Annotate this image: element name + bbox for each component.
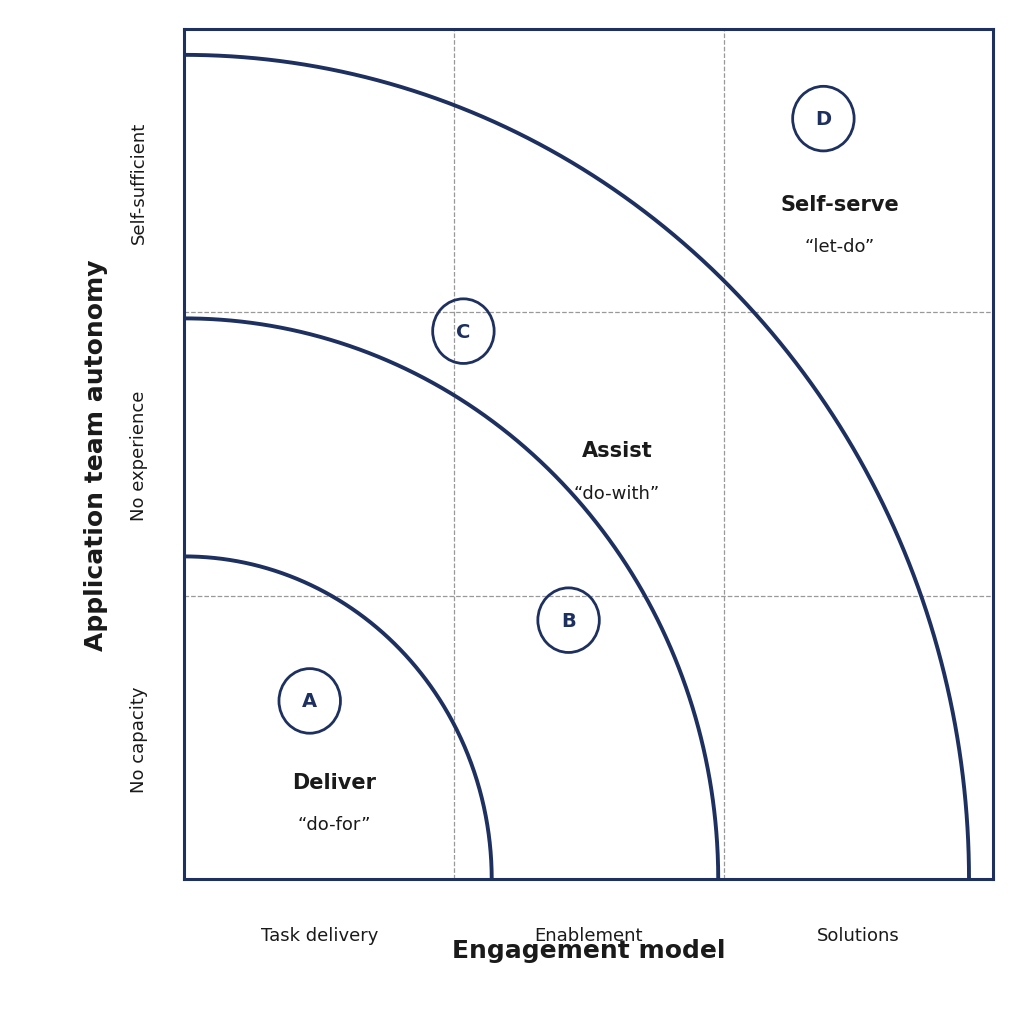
Text: D: D bbox=[815, 110, 831, 129]
X-axis label: Engagement model: Engagement model bbox=[452, 938, 726, 961]
Text: “let-do”: “let-do” bbox=[805, 238, 874, 256]
Text: Solutions: Solutions bbox=[817, 926, 899, 944]
Y-axis label: Application team autonomy: Application team autonomy bbox=[84, 260, 108, 650]
Text: Enablement: Enablement bbox=[535, 926, 643, 944]
Text: Self-serve: Self-serve bbox=[780, 194, 899, 214]
Text: No experience: No experience bbox=[130, 390, 147, 520]
Text: Assist: Assist bbox=[582, 441, 652, 461]
Text: “do-for”: “do-for” bbox=[297, 816, 371, 833]
Text: Deliver: Deliver bbox=[292, 772, 376, 792]
Text: A: A bbox=[302, 692, 317, 711]
Text: Self-sufficient: Self-sufficient bbox=[130, 122, 147, 245]
Text: “do-with”: “do-with” bbox=[574, 484, 660, 502]
Text: No capacity: No capacity bbox=[130, 686, 147, 793]
Text: Task delivery: Task delivery bbox=[261, 926, 378, 944]
Text: B: B bbox=[561, 611, 575, 630]
Text: C: C bbox=[457, 323, 471, 342]
